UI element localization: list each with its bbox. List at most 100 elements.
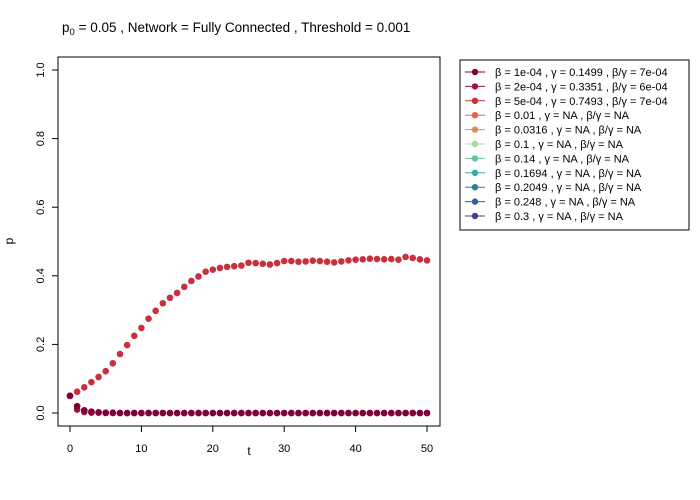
data-point [273, 259, 281, 267]
legend-entry: β = 0.2049 , γ = NA , β/γ = NA [465, 182, 642, 194]
legend-label: β = 0.1694 , γ = NA , β/γ = NA [495, 168, 642, 180]
data-point [116, 350, 124, 358]
data-point [288, 257, 295, 265]
data-point [216, 264, 224, 272]
data-point [423, 409, 431, 417]
data-point [380, 409, 388, 417]
data-point [323, 409, 331, 417]
legend-label: β = 0.248 , γ = NA , β/γ = NA [495, 197, 636, 209]
data-point [395, 409, 402, 417]
data-point [195, 273, 202, 280]
data-point [166, 294, 174, 302]
data-point [259, 409, 267, 417]
plot-frame [57, 56, 441, 427]
legend-marker [471, 184, 479, 191]
data-point [66, 392, 74, 400]
data-point [352, 256, 359, 263]
title-p-label: p [62, 20, 70, 35]
data-point [280, 257, 288, 265]
data-point [116, 409, 124, 417]
data-point [302, 258, 309, 265]
legend-marker [471, 112, 479, 119]
data-point [230, 409, 238, 417]
data-point [80, 406, 88, 414]
data-point [73, 402, 81, 410]
data-point [95, 409, 102, 416]
legend-label: β = 0.1 , γ = NA , β/γ = NA [495, 139, 624, 151]
data-point [366, 255, 374, 262]
data-point [202, 268, 209, 275]
data-point [95, 373, 102, 381]
data-point [73, 388, 81, 396]
data-point [238, 262, 245, 269]
data-point [402, 409, 409, 417]
data-point [245, 409, 252, 417]
data-point [366, 409, 374, 417]
data-point [373, 255, 381, 263]
legend-box [459, 59, 690, 231]
data-point [352, 409, 359, 417]
data-point [238, 409, 245, 417]
legend-marker [471, 169, 479, 176]
data-point [138, 409, 145, 417]
data-point [123, 341, 131, 349]
legend-label: β = 0.0316 , γ = NA , β/γ = NA [495, 125, 642, 137]
series-2-points [66, 253, 431, 400]
data-point [130, 332, 138, 340]
legend-label: β = 0.01 , γ = NA , β/γ = NA [495, 110, 630, 122]
legend-marker [471, 212, 479, 220]
legend-marker [471, 140, 479, 148]
x-tick-label: 0 [67, 443, 73, 455]
legend-entry: β = 0.248 , γ = NA , β/γ = NA [465, 197, 636, 209]
data-point [159, 299, 167, 307]
data-point [295, 258, 302, 266]
data-point [152, 409, 159, 417]
legend-label: β = 0.14 , γ = NA , β/γ = NA [495, 153, 630, 165]
y-tick-label: 0.4 [35, 268, 47, 283]
y-tick-label: 0.6 [35, 200, 47, 215]
data-point [230, 262, 238, 270]
data-point [223, 409, 231, 417]
y-tick-label: 0.2 [35, 337, 47, 352]
y-axis: 0.0 0.2 0.4 0.6 0.8 1.0 [35, 62, 59, 421]
data-point [388, 255, 395, 263]
x-tick-label: 50 [421, 443, 433, 455]
x-tick-label: 40 [349, 443, 361, 455]
data-point [109, 409, 117, 416]
y-axis-label: p [2, 237, 16, 244]
data-point [88, 378, 95, 386]
data-point [173, 289, 181, 297]
legend-label: β = 0.2049 , γ = NA , β/γ = NA [495, 182, 642, 194]
data-point [316, 409, 324, 417]
data-point [423, 257, 431, 264]
data-point [102, 409, 109, 416]
data-point [266, 409, 274, 417]
data-point [359, 409, 367, 417]
data-point [252, 259, 259, 267]
legend-marker [471, 126, 479, 133]
data-point [159, 409, 167, 417]
x-tick-label: 10 [135, 443, 147, 455]
data-point [330, 259, 338, 266]
data-point [302, 409, 309, 417]
legend-label: β = 0.3 , γ = NA , β/γ = NA [495, 211, 624, 223]
title-p-subscript: 0 [70, 27, 75, 38]
x-axis: 0 10 20 30 40 50 [67, 425, 433, 455]
data-point [145, 315, 152, 322]
data-point [245, 259, 252, 267]
data-point [109, 359, 117, 367]
data-point [373, 409, 381, 417]
data-point [380, 256, 388, 263]
data-point [209, 409, 217, 417]
data-point [123, 409, 131, 417]
data-point [188, 277, 195, 285]
data-point [216, 409, 224, 417]
legend-marker [471, 83, 479, 90]
y-tick-label: 0.0 [35, 405, 47, 420]
chart-title: p0 = 0.05 , Network = Fully Connected , … [62, 20, 410, 38]
data-point [180, 409, 188, 417]
data-point [338, 258, 345, 265]
data-point [173, 409, 181, 417]
data-point [180, 283, 188, 291]
